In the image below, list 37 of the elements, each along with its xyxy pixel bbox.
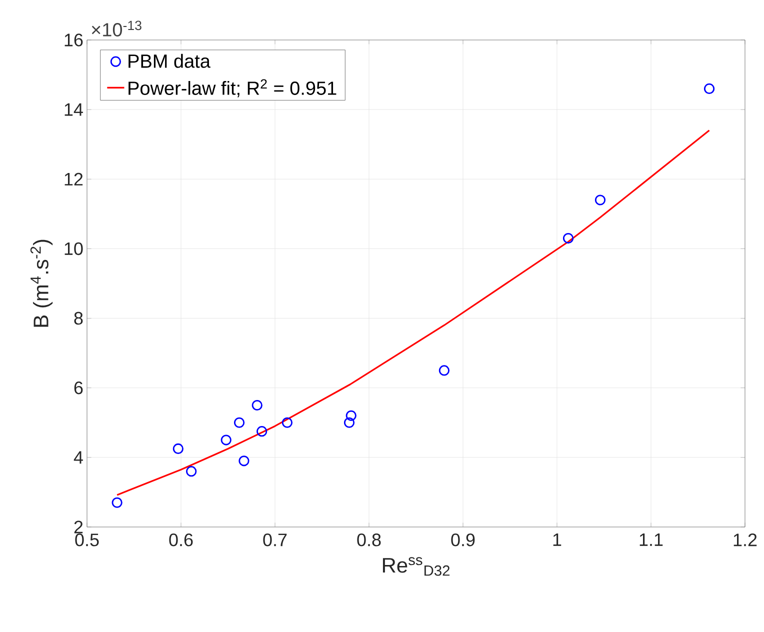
y-tick-label: 10 (64, 242, 83, 256)
point (172, 443, 184, 454)
line-series (116, 130, 710, 496)
x-tick-label: 1 (553, 534, 562, 546)
y-tick-label: 16 (64, 34, 83, 46)
point (186, 466, 197, 477)
x-tick-label: 0.8 (357, 534, 381, 546)
point (282, 417, 293, 428)
point (594, 194, 606, 206)
point (256, 426, 268, 437)
point (438, 365, 450, 376)
point (704, 83, 715, 94)
legend-label: PBM data (128, 54, 210, 68)
y-tick-label: 6 (74, 381, 83, 394)
y-tick-label: 4 (74, 451, 83, 464)
point (562, 232, 574, 244)
y-axis-title: B (m$^{4}$.s$^{-2}$) (30, 240, 53, 327)
legend-label: Power-law fit; R$^{2}$ = 0.951 (128, 79, 336, 98)
point (220, 434, 232, 446)
point (238, 456, 250, 466)
x-axis-title: Re$^{ss}$D32 (382, 557, 450, 576)
point (346, 410, 356, 421)
x-tick-label: 1.2 (734, 534, 757, 546)
point (344, 417, 355, 428)
y-tick-label: 8 (74, 312, 83, 325)
x-tick-label: 0.5 (75, 534, 99, 546)
point (252, 400, 262, 411)
x-tick-label: 0.9 (451, 534, 475, 546)
point (112, 497, 122, 508)
y-tick-label: 2 (74, 520, 83, 534)
x-tick-label: 0.7 (263, 534, 287, 546)
point (234, 417, 245, 428)
y-tick-label: 12 (64, 172, 83, 186)
text: ×10$^{-13}$ (92, 20, 142, 36)
y-tick-label: 14 (64, 103, 83, 116)
x-tick-label: 1.1 (640, 534, 663, 546)
x-tick-label: 0.6 (169, 534, 193, 546)
